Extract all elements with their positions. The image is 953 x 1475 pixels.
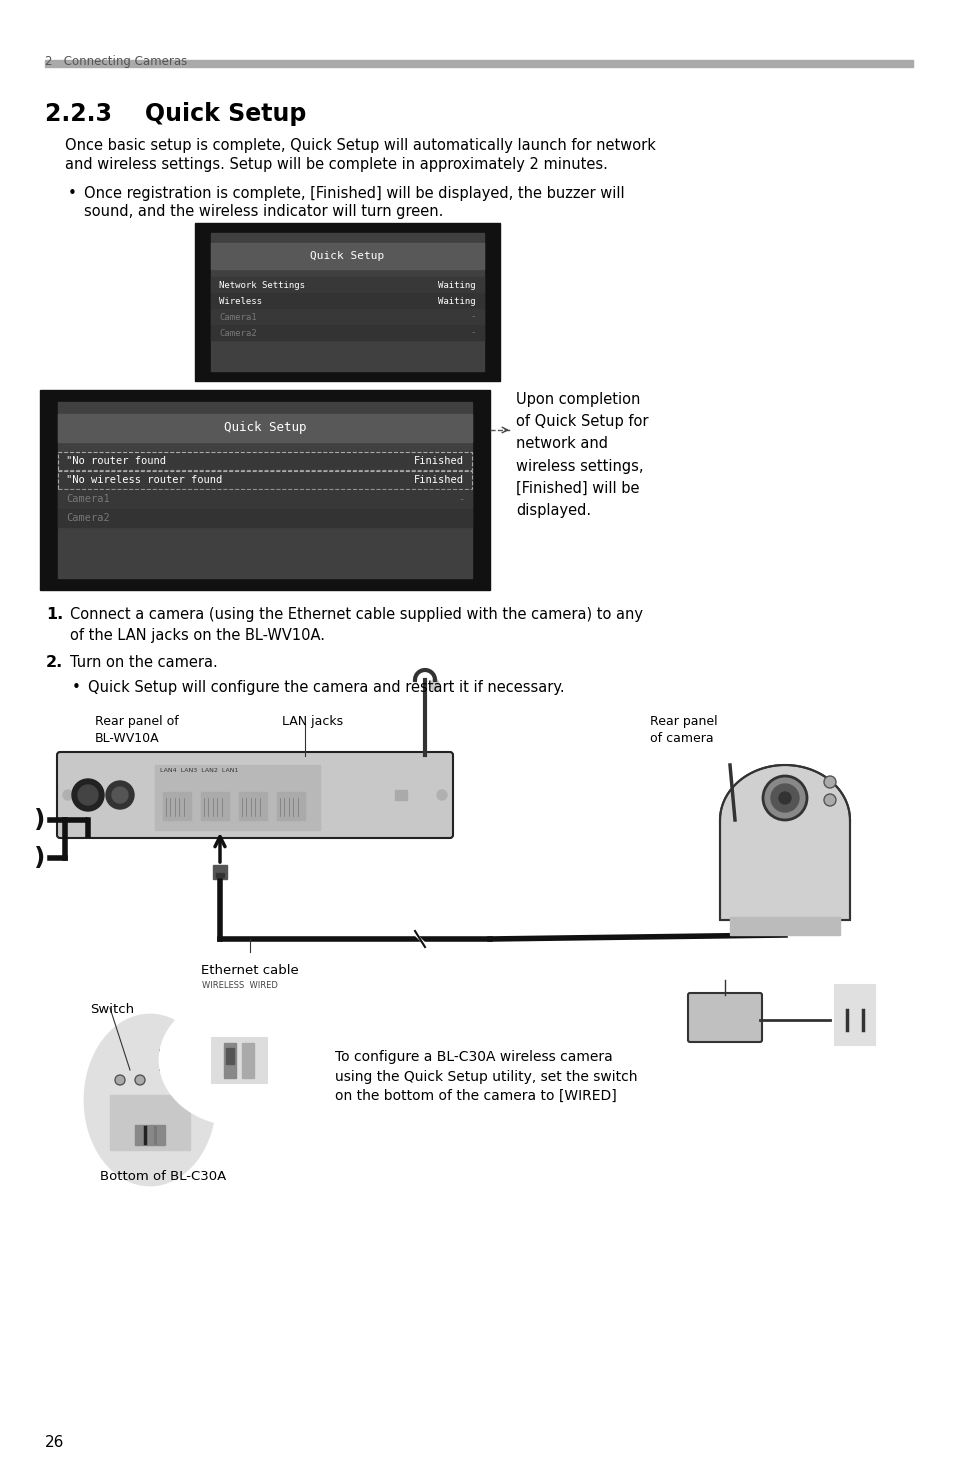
Circle shape: [106, 780, 133, 808]
Text: Ethernet cable: Ethernet cable: [201, 965, 298, 976]
Text: Once basic setup is complete, Quick Setup will automatically launch for network: Once basic setup is complete, Quick Setu…: [65, 139, 656, 153]
Text: To configure a BL-C30A wireless camera
using the Quick Setup utility, set the sw: To configure a BL-C30A wireless camera u…: [335, 1050, 637, 1103]
Bar: [58, 509, 472, 527]
Bar: [45, 60, 912, 66]
Bar: [224, 1043, 236, 1078]
Text: 2.: 2.: [46, 655, 63, 670]
Text: Bottom of BL-C30A: Bottom of BL-C30A: [100, 1170, 226, 1183]
Circle shape: [823, 776, 835, 788]
Ellipse shape: [85, 1015, 214, 1184]
Text: -: -: [470, 329, 476, 338]
Bar: [163, 792, 191, 820]
Circle shape: [78, 785, 98, 805]
Text: Camera2: Camera2: [66, 513, 110, 524]
Bar: [211, 308, 483, 324]
Text: LAN4  LAN3  LAN2  LAN1: LAN4 LAN3 LAN2 LAN1: [160, 768, 238, 773]
Bar: [213, 1037, 267, 1083]
Text: Switch: Switch: [90, 1003, 134, 1016]
Text: Finished: Finished: [414, 456, 463, 466]
Text: Wireless: Wireless: [219, 296, 262, 305]
Circle shape: [115, 1075, 125, 1086]
Polygon shape: [720, 766, 849, 920]
Text: "No wireless router found: "No wireless router found: [66, 475, 222, 485]
Text: WIRELESS  WIRED: WIRELESS WIRED: [202, 981, 277, 990]
Bar: [215, 873, 224, 878]
Bar: [58, 451, 472, 471]
Bar: [226, 1047, 234, 1063]
Circle shape: [823, 794, 835, 805]
Text: and wireless settings. Setup will be complete in approximately 2 minutes.: and wireless settings. Setup will be com…: [65, 156, 607, 173]
Bar: [242, 1043, 254, 1078]
Bar: [211, 324, 483, 341]
Text: Camera2: Camera2: [219, 329, 256, 338]
Text: -: -: [470, 313, 476, 322]
Text: Camera1: Camera1: [66, 494, 110, 504]
Text: ): ): [34, 847, 46, 870]
Text: ): ): [34, 808, 46, 832]
Bar: [213, 864, 227, 879]
FancyBboxPatch shape: [687, 993, 761, 1041]
Text: sound, and the wireless indicator will turn green.: sound, and the wireless indicator will t…: [84, 204, 443, 218]
FancyBboxPatch shape: [57, 752, 453, 838]
Circle shape: [135, 1075, 145, 1086]
Text: Network Settings: Network Settings: [219, 280, 305, 289]
Bar: [834, 985, 874, 1044]
Circle shape: [71, 779, 104, 811]
Text: Waiting: Waiting: [438, 296, 476, 305]
Text: •: •: [71, 680, 81, 695]
Bar: [40, 389, 490, 590]
Bar: [201, 792, 229, 820]
Text: -: -: [457, 494, 463, 504]
Bar: [729, 917, 840, 935]
Text: Turn on the camera.: Turn on the camera.: [70, 655, 217, 670]
Text: Once registration is complete, [Finished] will be displayed, the buzzer will: Once registration is complete, [Finished…: [84, 186, 624, 201]
Text: Camera1: Camera1: [219, 313, 256, 322]
Bar: [58, 471, 472, 490]
Text: Quick Setup: Quick Setup: [310, 251, 384, 261]
Text: Upon completion
of Quick Setup for
network and
wireless settings,
[Finished] wil: Upon completion of Quick Setup for netwo…: [516, 392, 648, 518]
Text: Finished: Finished: [414, 475, 463, 485]
Bar: [239, 792, 267, 820]
Bar: [135, 1125, 165, 1145]
Ellipse shape: [160, 996, 319, 1125]
Text: •: •: [68, 186, 77, 201]
Circle shape: [762, 776, 806, 820]
Text: 2   Connecting Cameras: 2 Connecting Cameras: [45, 55, 187, 68]
Text: "No router found: "No router found: [66, 456, 166, 466]
Bar: [211, 277, 483, 292]
Bar: [58, 451, 472, 471]
Bar: [211, 243, 483, 268]
Bar: [58, 414, 472, 442]
Bar: [194, 223, 499, 381]
Circle shape: [112, 788, 128, 802]
Circle shape: [63, 791, 73, 799]
Circle shape: [770, 785, 799, 813]
Bar: [110, 1094, 190, 1150]
Bar: [211, 294, 483, 308]
Text: Rear panel of
BL-WV10A: Rear panel of BL-WV10A: [95, 715, 178, 745]
Bar: [58, 403, 472, 578]
Bar: [276, 792, 305, 820]
Bar: [395, 791, 407, 799]
Text: 1.: 1.: [46, 608, 63, 622]
Circle shape: [779, 792, 790, 804]
Ellipse shape: [431, 678, 438, 690]
Text: Waiting: Waiting: [438, 280, 476, 289]
Text: 26: 26: [45, 1435, 64, 1450]
Bar: [211, 233, 483, 372]
Circle shape: [436, 791, 447, 799]
Text: Quick Setup: Quick Setup: [224, 422, 306, 435]
Text: Connect a camera (using the Ethernet cable supplied with the camera) to any
of t: Connect a camera (using the Ethernet cab…: [70, 608, 642, 643]
Text: LAN jacks: LAN jacks: [282, 715, 343, 729]
Text: Quick Setup will configure the camera and restart it if necessary.: Quick Setup will configure the camera an…: [88, 680, 564, 695]
Bar: [58, 490, 472, 507]
Text: 2.2.3    Quick Setup: 2.2.3 Quick Setup: [45, 102, 306, 125]
Bar: [58, 471, 472, 490]
Bar: [154, 766, 319, 830]
Text: Rear panel
of camera: Rear panel of camera: [649, 715, 717, 745]
